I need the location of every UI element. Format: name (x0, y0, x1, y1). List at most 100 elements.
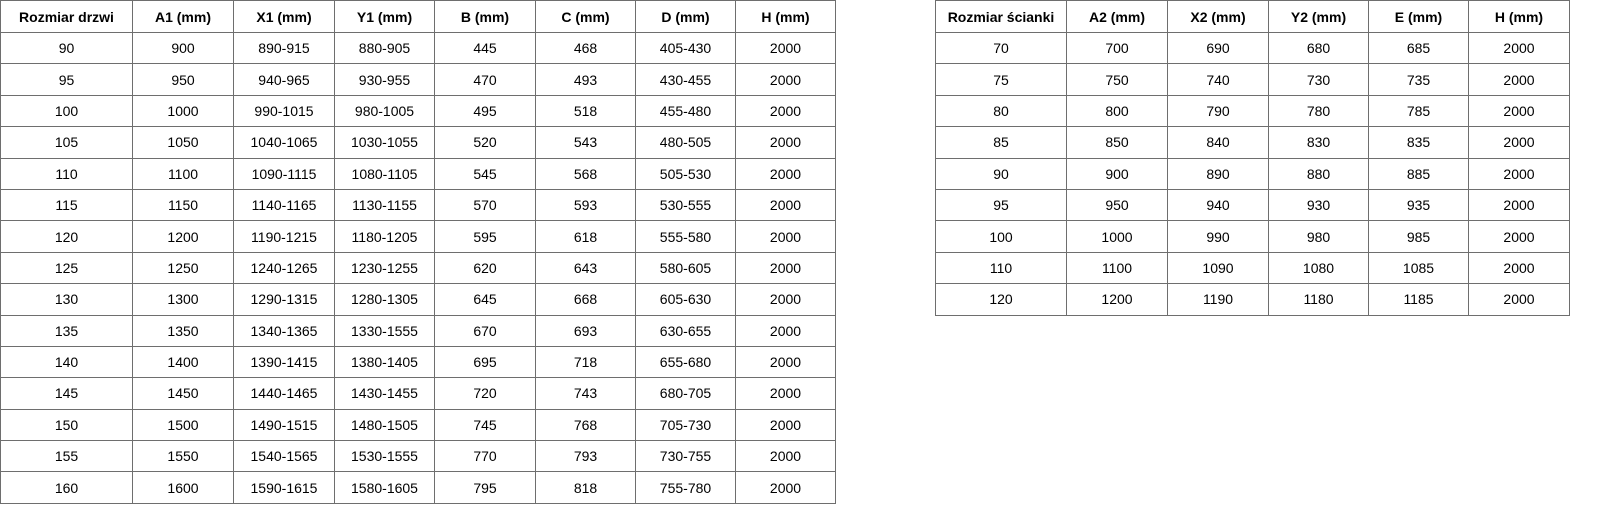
table-cell: 570 (434, 188, 536, 222)
table-row: 70 700 690 680 685 2000 (935, 31, 1570, 65)
table-cell: 2000 (1468, 220, 1570, 253)
table-cell: 900 (1066, 157, 1168, 190)
table-cell: 705-730 (635, 408, 736, 442)
table-cell: 2000 (735, 188, 836, 222)
table-cell: 1090 (1167, 251, 1269, 285)
table-cell: 90 (935, 157, 1067, 190)
table-row: 105 1050 1040-1065 1030-1055 520 543 480-505 20… (0, 126, 836, 159)
table-cell: 1200 (132, 220, 234, 253)
table-cell: 595 (434, 220, 536, 253)
table-cell: 1250 (132, 251, 234, 285)
table-cell: 135 (0, 314, 133, 347)
table-cell: 1400 (132, 345, 234, 379)
table-cell: 680-705 (635, 377, 736, 410)
column-header: Y2 (mm) (1268, 0, 1369, 33)
table-cell: 793 (535, 440, 636, 473)
table-cell: 900 (132, 31, 234, 65)
table-cell: 1380-1405 (334, 345, 435, 379)
door-table-body: 90 900 890-915 880-905 445 468 405-430 2000 95 95… (0, 31, 836, 504)
table-cell: 1340-1365 (233, 314, 335, 347)
table-cell: 2000 (735, 314, 836, 347)
table-cell: 1080 (1268, 251, 1369, 285)
table-cell: 743 (535, 377, 636, 410)
table-cell: 980 (1268, 220, 1369, 253)
table-row: 85 850 840 830 835 2000 (935, 126, 1570, 159)
table-cell: 690 (1167, 31, 1269, 65)
table-cell: 1530-1555 (334, 440, 435, 473)
table-cell: 1040-1065 (233, 126, 335, 159)
table-row: 95 950 940 930 935 2000 (935, 188, 1570, 222)
wall-size-table: Rozmiar ścianki A2 (mm) X2 (mm) Y2 (mm) E (m… (935, 0, 1570, 316)
table-cell: 2000 (735, 283, 836, 316)
table-cell: 1200 (1066, 283, 1168, 316)
table-cell: 990-1015 (233, 94, 335, 128)
door-table-header: Rozmiar drzwi A1 (mm) X1 (mm) Y1 (mm) B (mm)… (0, 0, 836, 33)
table-cell: 470 (434, 63, 536, 96)
table-cell: 935 (1368, 188, 1469, 222)
table-cell: 1300 (132, 283, 234, 316)
table-cell: 1085 (1368, 251, 1469, 285)
column-header: E (mm) (1368, 0, 1469, 33)
table-cell: 1540-1565 (233, 440, 335, 473)
table-cell: 940-965 (233, 63, 335, 96)
table-cell: 70 (935, 31, 1067, 65)
table-row: 150 1500 1490-1515 1480-1505 745 768 705-730 20… (0, 408, 836, 442)
table-cell: 880-905 (334, 31, 435, 65)
table-row: 75 750 740 730 735 2000 (935, 63, 1570, 96)
table-cell: 990 (1167, 220, 1269, 253)
table-cell: 718 (535, 345, 636, 379)
table-cell: 130 (0, 283, 133, 316)
table-cell: 700 (1066, 31, 1168, 65)
table-cell: 740 (1167, 63, 1269, 96)
table-cell: 630-655 (635, 314, 736, 347)
table-cell: 880 (1268, 157, 1369, 190)
column-header: X1 (mm) (233, 0, 335, 33)
table-row: 80 800 790 780 785 2000 (935, 94, 1570, 128)
table-cell: 670 (434, 314, 536, 347)
table-cell: 1280-1305 (334, 283, 435, 316)
table-cell: 1480-1505 (334, 408, 435, 442)
table-cell: 1180 (1268, 283, 1369, 316)
table-cell: 95 (935, 188, 1067, 222)
table-cell: 2000 (735, 377, 836, 410)
table-cell: 568 (535, 157, 636, 190)
column-header: B (mm) (434, 0, 536, 33)
table-cell: 1180-1205 (334, 220, 435, 253)
table-cell: 405-430 (635, 31, 736, 65)
table-row: 90 900 890-915 880-905 445 468 405-430 2000 (0, 31, 836, 65)
table-cell: 655-680 (635, 345, 736, 379)
table-cell: 155 (0, 440, 133, 473)
table-cell: 890 (1167, 157, 1269, 190)
table-row: 145 1450 1440-1465 1430-1455 720 743 680-705 20… (0, 377, 836, 410)
table-row: 130 1300 1290-1315 1280-1305 645 668 605-630 20… (0, 283, 836, 316)
table-cell: 580-605 (635, 251, 736, 285)
table-row: 90 900 890 880 885 2000 (935, 157, 1570, 190)
table-row: 120 1200 1190-1215 1180-1205 595 618 555-580 20… (0, 220, 836, 253)
table-cell: 730 (1268, 63, 1369, 96)
table-cell: 890-915 (233, 31, 335, 65)
table-cell: 2000 (1468, 283, 1570, 316)
table-cell: 555-580 (635, 220, 736, 253)
table-cell: 2000 (735, 94, 836, 128)
table-cell: 110 (0, 157, 133, 190)
table-cell: 120 (0, 220, 133, 253)
table-cell: 2000 (1468, 157, 1570, 190)
table-cell: 730-755 (635, 440, 736, 473)
table-cell: 75 (935, 63, 1067, 96)
table-cell: 830 (1268, 126, 1369, 159)
door-size-table: Rozmiar drzwi A1 (mm) X1 (mm) Y1 (mm) B (mm)… (0, 0, 836, 504)
table-cell: 1240-1265 (233, 251, 335, 285)
table-cell: 1090-1115 (233, 157, 335, 190)
table-cell: 2000 (735, 471, 836, 504)
table-cell: 2000 (1468, 63, 1570, 96)
wall-table-header: Rozmiar ścianki A2 (mm) X2 (mm) Y2 (mm) E (m… (935, 0, 1570, 33)
table-cell: 835 (1368, 126, 1469, 159)
header-row: Rozmiar ścianki A2 (mm) X2 (mm) Y2 (mm) E (m… (935, 0, 1570, 33)
table-cell: 495 (434, 94, 536, 128)
table-row: 155 1550 1540-1565 1530-1555 770 793 730-755 20… (0, 440, 836, 473)
table-cell: 693 (535, 314, 636, 347)
table-cell: 520 (434, 126, 536, 159)
table-cell: 1050 (132, 126, 234, 159)
table-cell: 695 (434, 345, 536, 379)
table-cell: 735 (1368, 63, 1469, 96)
